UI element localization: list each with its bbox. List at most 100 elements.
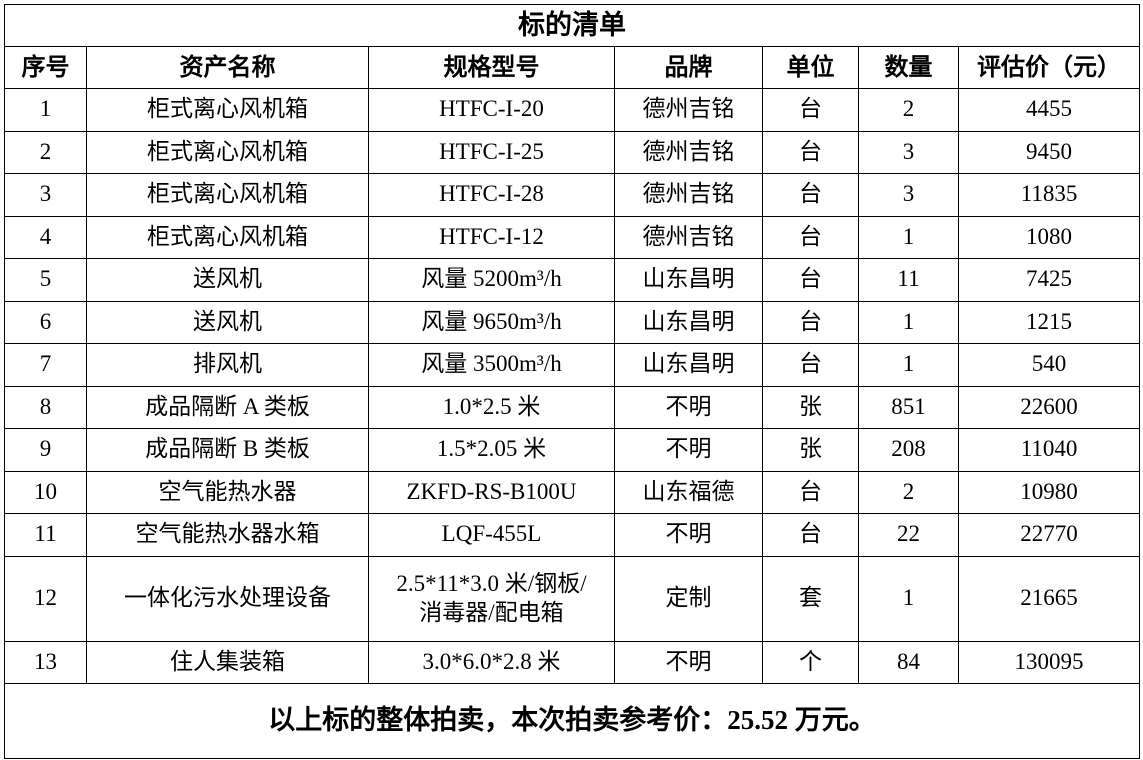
cell-brand: 不明 bbox=[614, 428, 763, 472]
column-header-asset-name: 资产名称 bbox=[86, 46, 369, 89]
cell-quantity: 1 bbox=[858, 215, 959, 259]
header-row: 序号 资产名称 规格型号 品牌 单位 数量 评估价（元） bbox=[4, 46, 1141, 89]
cell-spec-model: 风量 5200m³/h bbox=[368, 258, 615, 302]
cell-unit: 台 bbox=[762, 258, 859, 302]
cell-unit: 张 bbox=[762, 385, 859, 429]
cell-appraised-price: 1215 bbox=[957, 300, 1141, 344]
cell-quantity: 1 bbox=[858, 300, 959, 344]
cell-asset-name: 空气能热水器水箱 bbox=[86, 513, 369, 557]
cell-appraised-price: 7425 bbox=[957, 258, 1141, 302]
cell-spec-model: 1.5*2.05 米 bbox=[368, 428, 615, 472]
cell-index: 10 bbox=[4, 470, 87, 514]
table-row: 9 成品隔断 B 类板 1.5*2.05 米不明张 208 11040 bbox=[4, 428, 1141, 472]
cell-brand: 不明 bbox=[614, 640, 763, 684]
cell-quantity: 84 bbox=[858, 640, 959, 684]
table-row: 7 排风机 风量 3500m³/h 山东昌明台 1 540 bbox=[4, 343, 1141, 387]
cell-appraised-price: 11835 bbox=[957, 173, 1141, 217]
cell-brand: 定制 bbox=[614, 555, 763, 642]
cell-appraised-price: 9450 bbox=[957, 130, 1141, 174]
column-header-spec-model: 规格型号 bbox=[368, 46, 615, 89]
cell-asset-name: 成品隔断 B 类板 bbox=[86, 428, 369, 472]
cell-spec-model: 风量 3500m³/h bbox=[368, 343, 615, 387]
cell-spec-model: 2.5*11*3.0 米/钢板/ 消毒器/配电箱 bbox=[368, 555, 615, 642]
cell-asset-name: 住人集装箱 bbox=[86, 640, 369, 684]
cell-index: 7 bbox=[4, 343, 87, 387]
cell-spec-model: 3.0*6.0*2.8 米 bbox=[368, 640, 615, 684]
cell-asset-name: 空气能热水器 bbox=[86, 470, 369, 514]
cell-quantity: 851 bbox=[858, 385, 959, 429]
cell-spec-model: HTFC-I-12 bbox=[368, 215, 615, 259]
table-row: 12 一体化污水处理设备 2.5*11*3.0 米/钢板/ 消毒器/配电箱 定制套 1 2… bbox=[4, 555, 1141, 642]
cell-asset-name: 送风机 bbox=[86, 300, 369, 344]
cell-spec-model: HTFC-I-20 bbox=[368, 88, 615, 132]
cell-spec-model: 1.0*2.5 米 bbox=[368, 385, 615, 429]
cell-appraised-price: 4455 bbox=[957, 88, 1141, 132]
cell-quantity: 3 bbox=[858, 130, 959, 174]
cell-index: 9 bbox=[4, 428, 87, 472]
cell-asset-name: 柜式离心风机箱 bbox=[86, 88, 369, 132]
cell-quantity: 2 bbox=[858, 470, 959, 514]
column-header-quantity: 数量 bbox=[858, 46, 959, 89]
table-row: 11 空气能热水器水箱 LQF-455L 不明台 22 22770 bbox=[4, 513, 1141, 557]
cell-index: 13 bbox=[4, 640, 87, 684]
cell-index: 2 bbox=[4, 130, 87, 174]
column-header-appraised-price: 评估价（元） bbox=[957, 46, 1141, 89]
cell-appraised-price: 10980 bbox=[957, 470, 1141, 514]
table-row: 4 柜式离心风机箱 HTFC-I-12 德州吉铭台 1 1080 bbox=[4, 215, 1141, 259]
cell-spec-model: LQF-455L bbox=[368, 513, 615, 557]
cell-unit: 台 bbox=[762, 470, 859, 514]
cell-brand: 山东昌明 bbox=[614, 258, 763, 302]
cell-unit: 台 bbox=[762, 343, 859, 387]
column-header-unit: 单位 bbox=[762, 46, 859, 89]
cell-asset-name: 送风机 bbox=[86, 258, 369, 302]
cell-brand: 山东福德 bbox=[614, 470, 763, 514]
cell-unit: 台 bbox=[762, 215, 859, 259]
cell-appraised-price: 21665 bbox=[957, 555, 1141, 642]
cell-appraised-price: 22770 bbox=[957, 513, 1141, 557]
cell-brand: 山东昌明 bbox=[614, 300, 763, 344]
cell-appraised-price: 540 bbox=[957, 343, 1141, 387]
cell-appraised-price: 11040 bbox=[957, 428, 1141, 472]
table-row: 13 住人集装箱 3.0*6.0*2.8 米不明个 84 130095 bbox=[4, 640, 1141, 684]
cell-index: 11 bbox=[4, 513, 87, 557]
cell-brand: 不明 bbox=[614, 385, 763, 429]
column-header-index: 序号 bbox=[4, 46, 87, 89]
cell-spec-model: 风量 9650m³/h bbox=[368, 300, 615, 344]
cell-asset-name: 柜式离心风机箱 bbox=[86, 173, 369, 217]
table-title: 标的清单 bbox=[3, 4, 1141, 47]
cell-appraised-price: 130095 bbox=[957, 640, 1141, 684]
cell-quantity: 3 bbox=[858, 173, 959, 217]
cell-unit: 台 bbox=[762, 130, 859, 174]
cell-spec-model: ZKFD-RS-B100U bbox=[368, 470, 615, 514]
cell-unit: 张 bbox=[762, 428, 859, 472]
cell-index: 12 bbox=[4, 555, 87, 642]
cell-quantity: 1 bbox=[858, 343, 959, 387]
table-row: 10 空气能热水器 ZKFD-RS-B100U 山东福德台 2 10980 bbox=[4, 470, 1141, 514]
cell-appraised-price: 1080 bbox=[957, 215, 1141, 259]
cell-index: 1 bbox=[4, 88, 87, 132]
cell-brand: 德州吉铭 bbox=[614, 130, 763, 174]
cell-asset-name: 一体化污水处理设备 bbox=[86, 555, 369, 642]
table-row: 8 成品隔断 A 类板 1.0*2.5 米不明张 851 22600 bbox=[4, 385, 1141, 429]
cell-index: 4 bbox=[4, 215, 87, 259]
cell-quantity: 11 bbox=[858, 258, 959, 302]
cell-appraised-price: 22600 bbox=[957, 385, 1141, 429]
table-row: 2 柜式离心风机箱 HTFC-I-25 德州吉铭台 3 9450 bbox=[4, 130, 1141, 174]
cell-unit: 台 bbox=[762, 300, 859, 344]
cell-quantity: 208 bbox=[858, 428, 959, 472]
cell-index: 5 bbox=[4, 258, 87, 302]
table-row: 3 柜式离心风机箱 HTFC-I-28 德州吉铭台 3 11835 bbox=[4, 173, 1141, 217]
cell-quantity: 2 bbox=[858, 88, 959, 132]
cell-unit: 台 bbox=[762, 513, 859, 557]
table-row: 5 送风机 风量 5200m³/h 山东昌明台 11 7425 bbox=[4, 258, 1141, 302]
table-row: 1 柜式离心风机箱 HTFC-I-20 德州吉铭台 2 4455 bbox=[4, 88, 1141, 132]
cell-brand: 德州吉铭 bbox=[614, 215, 763, 259]
column-header-brand: 品牌 bbox=[614, 46, 763, 89]
cell-spec-model: HTFC-I-25 bbox=[368, 130, 615, 174]
cell-index: 3 bbox=[4, 173, 87, 217]
cell-asset-name: 柜式离心风机箱 bbox=[86, 130, 369, 174]
table-row: 6 送风机 风量 9650m³/h 山东昌明台 1 1215 bbox=[4, 300, 1141, 344]
cell-brand: 德州吉铭 bbox=[614, 88, 763, 132]
reference-price-note: 以上标的整体拍卖，本次拍卖参考价：25.52 万元。 bbox=[3, 683, 1141, 759]
cell-unit: 套 bbox=[762, 555, 859, 642]
